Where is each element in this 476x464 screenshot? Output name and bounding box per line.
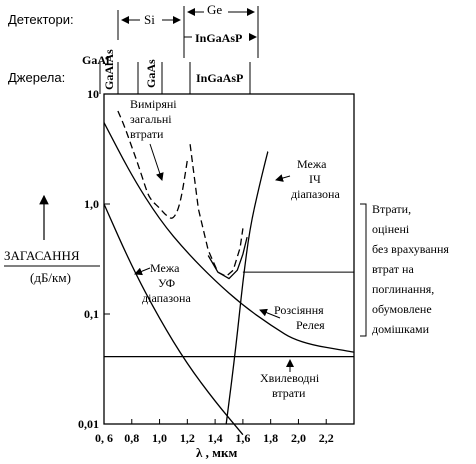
series-line-measured-tail xyxy=(189,144,244,278)
series-line-2 xyxy=(103,122,355,353)
source-gaal: GaAl xyxy=(82,53,110,67)
x-tick-label: 1,0 xyxy=(152,431,167,445)
svg-text:без врахування: без врахування xyxy=(372,242,449,256)
y-axis-unit: (дБ/км) xyxy=(30,270,71,285)
annotation-side-note: Втрати, оцінені без врахування втрат на … xyxy=(372,202,449,336)
svg-text:Межа: Межа xyxy=(297,157,327,171)
annotation-rayleigh: Розсіяння Релея xyxy=(274,303,325,332)
svg-text:Релея: Релея xyxy=(296,318,325,332)
series-line-estimated xyxy=(207,236,248,280)
svg-text:УФ: УФ xyxy=(158,276,175,290)
svg-text:оцінені: оцінені xyxy=(372,222,410,236)
series-line-0 xyxy=(117,110,188,219)
svg-text:Хвилеводні: Хвилеводні xyxy=(260,371,320,385)
annotation-ir-limit: Межа ІЧ діапазона xyxy=(291,157,340,201)
svg-text:загальні: загальні xyxy=(130,112,172,126)
svg-text:втрати: втрати xyxy=(130,127,164,141)
sources-label: Джерела: xyxy=(8,70,65,85)
svg-text:втрат на: втрат на xyxy=(372,262,414,276)
detector-si: Si xyxy=(144,12,155,27)
source-gaalas: GaAlAs xyxy=(102,49,116,90)
detector-ingaasp: InGaAsP xyxy=(195,31,242,45)
svg-text:домішками: домішками xyxy=(372,322,430,336)
x-tick-label: 1,4 xyxy=(208,431,223,445)
series-line-3 xyxy=(225,151,269,425)
y-tick-label: 0,01 xyxy=(78,417,99,431)
y-tick-label: 1,0 xyxy=(84,197,99,211)
leader-arrows xyxy=(134,143,294,372)
source-gaas: GaAs xyxy=(144,59,158,88)
svg-text:Втрати,: Втрати, xyxy=(372,202,411,216)
detector-ge: Ge xyxy=(207,2,222,17)
svg-text:поглинання,: поглинання, xyxy=(372,282,434,296)
svg-text:втрати: втрати xyxy=(272,386,306,400)
y-tick-label: 0,1 xyxy=(84,307,99,321)
side-note-bracket xyxy=(360,203,367,337)
plot-frame xyxy=(103,93,355,425)
x-tick-label: 0, 6 xyxy=(95,431,113,445)
x-tick-label: 2,2 xyxy=(319,431,334,445)
x-tick-label: 0,8 xyxy=(124,431,139,445)
x-tick-label: 1,8 xyxy=(263,431,278,445)
x-axis-label: λ , мкм xyxy=(196,445,237,460)
series-line-1 xyxy=(103,203,244,436)
chart-layer: 0, 6 0,8 1,0 1,2 1,4 1,6 1,8 2,0 2,2 10 1,0 0,1 0,01 xyxy=(78,87,355,445)
detectors-label: Детектори: xyxy=(8,12,74,27)
svg-text:діапазона: діапазона xyxy=(291,187,340,201)
y-axis-label: ЗАГАСАННЯ xyxy=(4,248,80,263)
source-ingaasp: InGaAsP xyxy=(196,71,243,85)
x-tick-label: 2,0 xyxy=(291,431,306,445)
x-tick-label: 1,2 xyxy=(180,431,195,445)
svg-text:Розсіяння: Розсіяння xyxy=(274,303,324,317)
svg-text:діапазона: діапазона xyxy=(142,291,191,305)
svg-text:Виміряні: Виміряні xyxy=(130,97,177,111)
svg-text:обумовлене: обумовлене xyxy=(372,302,432,316)
svg-text:ІЧ: ІЧ xyxy=(309,172,321,186)
svg-text:Межа: Межа xyxy=(150,261,180,275)
y-tick-label: 10 xyxy=(87,87,99,101)
annotation-measured: Виміряні загальні втрати xyxy=(130,97,177,141)
x-tick-label: 1,6 xyxy=(235,431,250,445)
annotation-uv-limit: Межа УФ діапазона xyxy=(142,261,191,305)
annotation-waveguide: Хвилеводні втрати xyxy=(260,371,320,400)
detector-brackets xyxy=(99,6,259,94)
